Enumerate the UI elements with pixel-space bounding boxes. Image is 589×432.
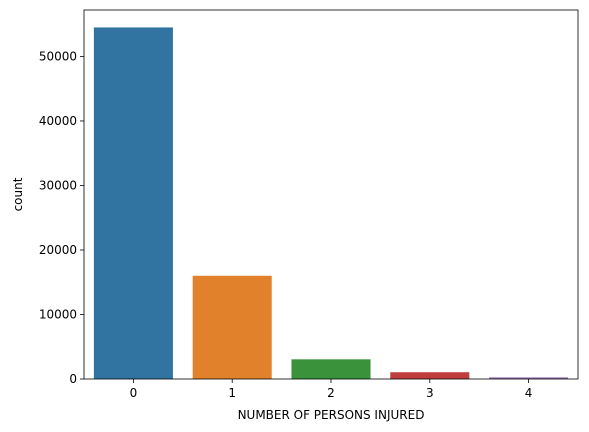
y-tick-label: 10000 — [39, 307, 77, 321]
x-tick-label: 0 — [130, 386, 138, 400]
bar-4 — [489, 377, 569, 379]
bars-group — [93, 27, 569, 379]
y-tick-label: 40000 — [39, 114, 77, 128]
y-tick-label: 0 — [69, 372, 77, 386]
bar-3 — [390, 372, 470, 379]
x-tick-label: 3 — [426, 386, 434, 400]
x-axis-label: NUMBER OF PERSONS INJURED — [238, 408, 425, 422]
x-tick-label: 4 — [525, 386, 533, 400]
plot-frame — [83, 9, 579, 380]
bar-2 — [291, 359, 371, 379]
bar-1 — [192, 275, 272, 379]
y-tick-label: 30000 — [39, 178, 77, 192]
x-tick-label: 1 — [228, 386, 236, 400]
y-axis-label: count — [11, 177, 25, 211]
x-tick-label: 2 — [327, 386, 335, 400]
ticks-group: 0 1 2 3 4 0 10000 20000 30000 40000 50000 — [39, 49, 533, 400]
bar-0 — [93, 27, 173, 379]
y-tick-label: 50000 — [39, 49, 77, 63]
y-tick-label: 20000 — [39, 243, 77, 257]
